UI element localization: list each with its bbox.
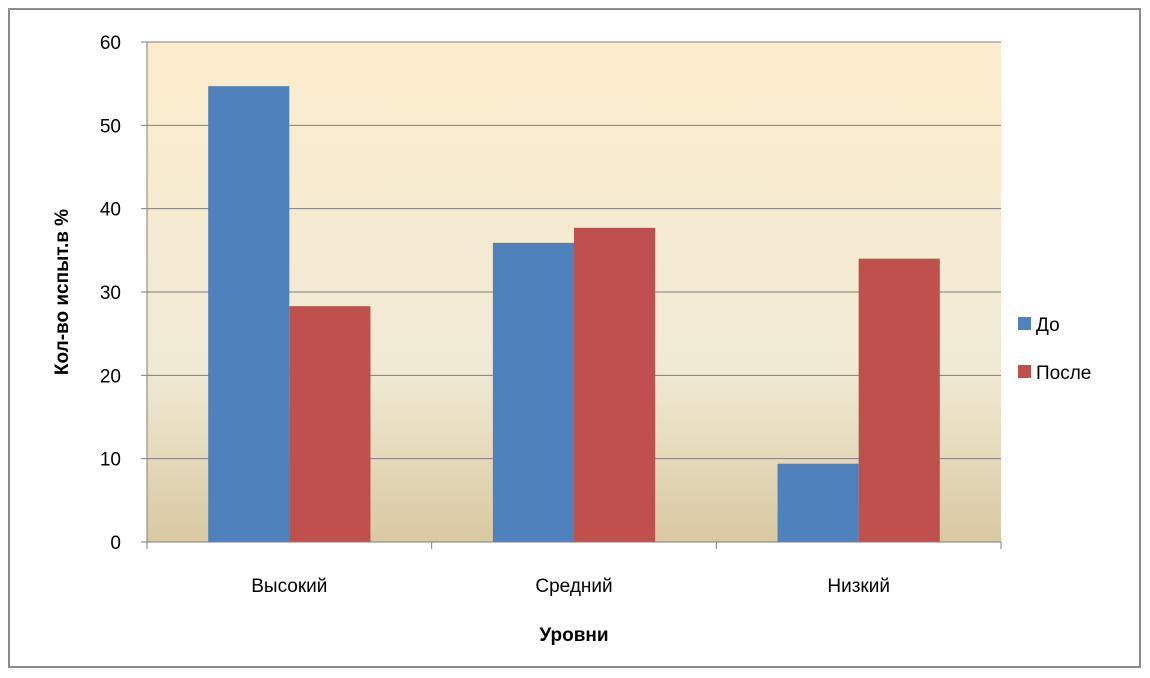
legend-swatch	[1018, 365, 1031, 378]
legend: До После	[1018, 315, 1091, 384]
x-tick-label: Низкий	[827, 576, 890, 597]
legend-label: До	[1036, 315, 1060, 336]
x-tick-labels: Высокий Средний Низкий	[251, 576, 890, 597]
legend-label: После	[1036, 363, 1091, 384]
y-tick-labels: 0 10 20 30 40 50 60	[100, 33, 121, 554]
y-axis-title: Кол-во испыт.в %	[52, 209, 73, 375]
x-tick-label: Высокий	[251, 576, 327, 597]
bars	[208, 86, 940, 543]
y-tick-label: 40	[100, 200, 121, 221]
legend-swatch	[1018, 317, 1031, 330]
y-tick-label: 50	[100, 116, 121, 137]
bar-posle	[289, 306, 371, 542]
x-axis-title: Уровни	[539, 625, 608, 646]
bar-do	[777, 463, 859, 542]
bar-do	[492, 242, 574, 543]
axes	[141, 41, 1002, 549]
y-tick-label: 0	[110, 533, 121, 554]
x-tick-label: Средний	[535, 576, 612, 597]
y-tick-label: 20	[100, 366, 121, 387]
bar-do	[208, 86, 290, 543]
y-tick-label: 60	[100, 33, 121, 54]
y-tick-label: 30	[100, 283, 121, 304]
bar-posle	[574, 227, 656, 543]
y-tick-label: 10	[100, 450, 121, 471]
bar-posle	[858, 258, 940, 542]
